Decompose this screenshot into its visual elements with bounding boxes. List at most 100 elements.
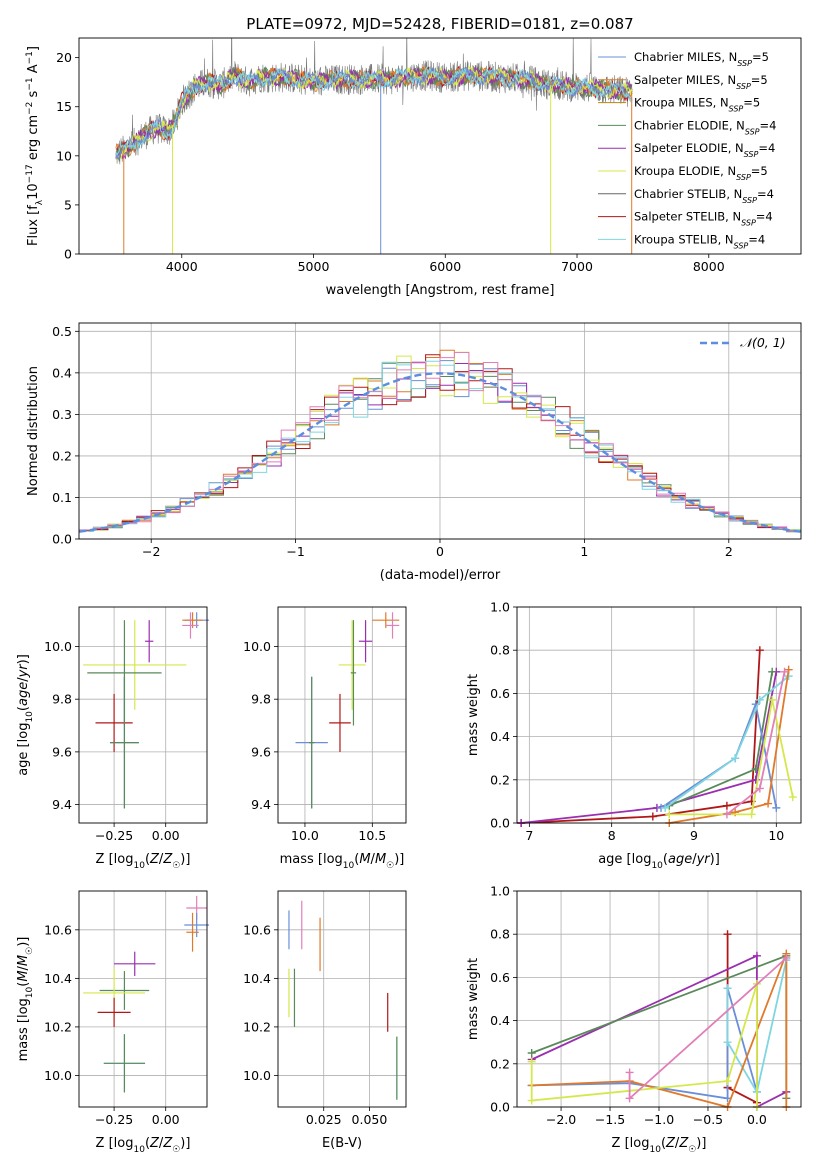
- x-tick-label: −1.5: [595, 1112, 625, 1127]
- axes-frame: [277, 606, 407, 824]
- y-tick-label: 15: [56, 99, 72, 114]
- weight_vs_Z-panel: −2.0 −1.5 −1.0 −0.5 0.0 0.0 0.2 0.4 0.6 0.8 1.0 Z […: [466, 884, 802, 1155]
- errorbar-point: [184, 912, 210, 938]
- y-axis-label: age [log10(age/yr)]: [16, 654, 35, 776]
- x-tick-label: 8: [608, 828, 616, 843]
- y-axis-label: mass weight: [466, 958, 481, 1040]
- y-tick-label: 1.0: [490, 884, 510, 899]
- mass_vs_EBV-panel: 0.025 0.050 10.0 10.2 10.4 10.6 E(B-V): [243, 890, 407, 1151]
- errorbar-point: [338, 620, 366, 710]
- series-marker: [772, 803, 781, 812]
- x-tick-label: 9: [690, 828, 698, 843]
- legend-entry: 𝒩(0, 1): [740, 335, 786, 350]
- y-tick-label: 10.0: [44, 639, 72, 654]
- residuals-histograms: [79, 349, 801, 533]
- y-tick-label: 0.3: [52, 407, 72, 422]
- y-tick-label: 9.6: [52, 744, 72, 759]
- y-tick-label: 0.6: [490, 970, 510, 985]
- spectrum-panel: 4000 5000 6000 7000 8000 0 5 10 15 20 wavelength […: [25, 37, 802, 298]
- y-tick-label: 10.0: [243, 639, 271, 654]
- y-tick-label: 0.2: [490, 772, 510, 787]
- y-tick-label: 0.8: [490, 643, 510, 658]
- errorbar-point: [350, 620, 357, 726]
- legend-entry: Kroupa MILES, NSSP=5: [634, 96, 760, 114]
- y-tick-label: 9.8: [52, 692, 72, 707]
- y-tick-label: 0.4: [490, 729, 510, 744]
- weight_vs_age-panel: 7 8 9 10 0.0 0.2 0.4 0.6 0.8 1.0 age [log10(age/yr…: [466, 600, 802, 871]
- spectrum-lines: [115, 38, 633, 254]
- x-tick-label: 0: [436, 544, 444, 559]
- x-tick-label: 0.00: [152, 1112, 180, 1127]
- x-axis-label: age [log10(age/yr)]: [598, 852, 720, 871]
- x-axis-label: Z [log10(Z/Z☉)]: [96, 852, 191, 871]
- age_vs_Z-panel: −0.25 0.00 9.4 9.6 9.8 10.0 Z [log10(Z/Z☉)] age…: [16, 606, 210, 871]
- y-axis-label: mass weight: [466, 674, 481, 756]
- series-marker: [723, 1038, 732, 1047]
- series-marker: [764, 799, 773, 808]
- x-tick-label: 10: [768, 828, 784, 843]
- x-axis-label: mass [log10(M/M☉)]: [280, 852, 405, 871]
- y-axis-label: Flux [fλ10−17 erg cm−2 s−1 A−1]: [25, 46, 45, 246]
- x-tick-label: −0.25: [95, 828, 133, 843]
- x-tick-label: 2: [725, 544, 733, 559]
- y-tick-label: 0.4: [52, 365, 72, 380]
- x-tick-label: 10.0: [291, 828, 319, 843]
- series-marker: [755, 784, 764, 793]
- y-tick-label: 0.2: [490, 1056, 510, 1071]
- axes-frame: [277, 890, 407, 1108]
- x-axis-label: Z [log10(Z/Z☉)]: [612, 1136, 707, 1155]
- legend-entry: Chabrier STELIB, NSSP=4: [634, 187, 774, 205]
- axes-frame: [516, 890, 802, 1108]
- series-marker: [768, 667, 777, 676]
- legend-entry: Chabrier ELODIE, NSSP=4: [634, 118, 776, 136]
- y-tick-label: 0.0: [52, 532, 72, 547]
- series-marker: [782, 953, 791, 962]
- series-marker: [731, 754, 740, 763]
- y-tick-label: 9.4: [52, 797, 72, 812]
- series-line: [669, 699, 794, 816]
- x-axis-label: E(B-V): [322, 1136, 362, 1151]
- y-tick-label: 0.2: [52, 448, 72, 463]
- errorbar-point: [385, 612, 400, 639]
- axes-frame: [78, 606, 208, 824]
- series-marker: [625, 1094, 634, 1103]
- x-tick-label: 0.00: [152, 828, 180, 843]
- mass_vs_Z-panel: −0.25 0.00 10.0 10.2 10.4 10.6 Z [log10(Z/Z☉)]…: [16, 890, 210, 1155]
- series-marker: [722, 810, 731, 819]
- y-tick-label: 10.6: [243, 922, 271, 937]
- series-marker: [722, 801, 731, 810]
- model-spectrum-line: [115, 66, 633, 161]
- series-marker: [665, 810, 674, 819]
- y-tick-label: 10.0: [44, 1068, 72, 1083]
- y-tick-label: 20: [56, 50, 72, 65]
- series-marker: [788, 793, 797, 802]
- legend-entry: Salpeter STELIB, NSSP=4: [634, 210, 773, 228]
- y-tick-label: 0.0: [490, 816, 510, 831]
- legend-entry: Chabrier MILES, NSSP=5: [634, 50, 769, 68]
- y-tick-label: 0.1: [52, 490, 72, 505]
- y-tick-label: 9.6: [251, 744, 271, 759]
- y-tick-label: 10.2: [243, 1019, 271, 1034]
- series-line: [660, 700, 778, 809]
- normal-curve: [79, 372, 801, 533]
- axes-frame: [516, 606, 802, 824]
- series-marker: [648, 812, 657, 821]
- model-spectrum-line: [115, 66, 633, 156]
- residuals-panel: −2 −1 0 1 2 0.0 0.1 0.2 0.3 0.4 0.5 𝒩(0, 1) (data-mo…: [26, 322, 802, 583]
- x-tick-label: 4000: [166, 259, 198, 274]
- x-tick-label: −1.0: [644, 1112, 674, 1127]
- y-tick-label: 10: [56, 148, 72, 163]
- x-tick-label: −0.5: [693, 1112, 723, 1127]
- x-tick-label: 7: [525, 828, 533, 843]
- legend-entry: Kroupa STELIB, NSSP=4: [634, 232, 765, 250]
- x-axis-label: wavelength [Angstrom, rest frame]: [326, 283, 555, 298]
- series-marker: [723, 930, 732, 939]
- errorbar-point: [186, 912, 199, 952]
- y-axis-label: mass [log10(M/M☉)]: [16, 937, 35, 1062]
- y-tick-label: 10.4: [243, 971, 271, 986]
- series-line: [521, 671, 778, 824]
- series-marker: [527, 1057, 536, 1066]
- y-tick-label: 0: [64, 247, 72, 262]
- errorbar-point: [114, 951, 156, 976]
